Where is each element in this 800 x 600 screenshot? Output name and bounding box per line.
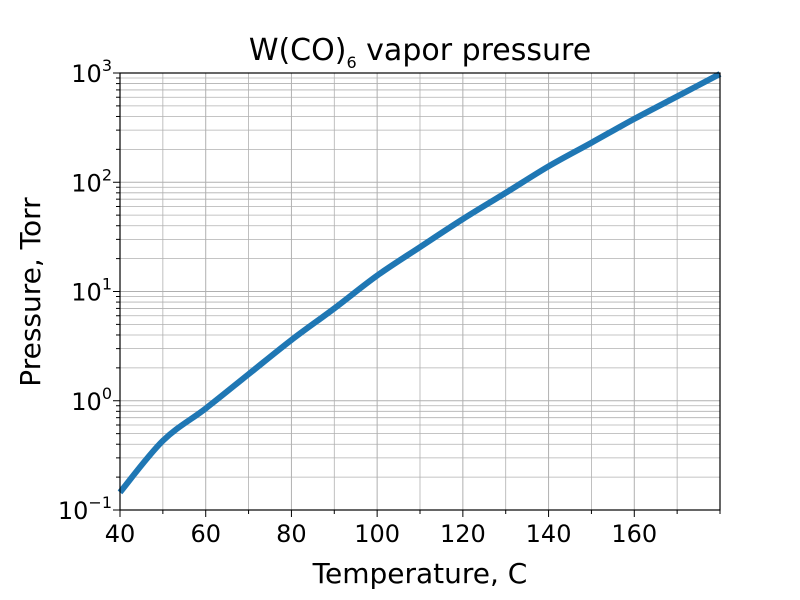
x-tick-label: 140 bbox=[526, 520, 572, 548]
x-tick-label: 40 bbox=[105, 520, 136, 548]
x-tick-label: 60 bbox=[190, 520, 221, 548]
y-tick-label: 100 bbox=[71, 384, 112, 416]
y-axis-label: Pressure, Torr bbox=[14, 197, 47, 387]
x-tick-label: 100 bbox=[354, 520, 400, 548]
x-tick-label: 120 bbox=[440, 520, 486, 548]
y-tick-label: 102 bbox=[71, 165, 112, 197]
x-axis-label: Temperature, C bbox=[312, 557, 528, 590]
chart-title: W(CO)6 vapor pressure bbox=[249, 33, 591, 72]
y-tick-label: 103 bbox=[71, 56, 112, 88]
series-line bbox=[117, 71, 722, 495]
x-axis-ticks: 40 60 80 100 120 140 160 bbox=[105, 510, 721, 548]
x-tick-label: 160 bbox=[611, 520, 657, 548]
series-layer bbox=[117, 71, 722, 495]
y-axis-ticks: 10−1 100 101 102 103 bbox=[58, 56, 120, 525]
x-tick-label: 80 bbox=[276, 520, 307, 548]
y-tick-label: 10−1 bbox=[58, 493, 112, 525]
y-tick-label: 101 bbox=[71, 275, 112, 307]
